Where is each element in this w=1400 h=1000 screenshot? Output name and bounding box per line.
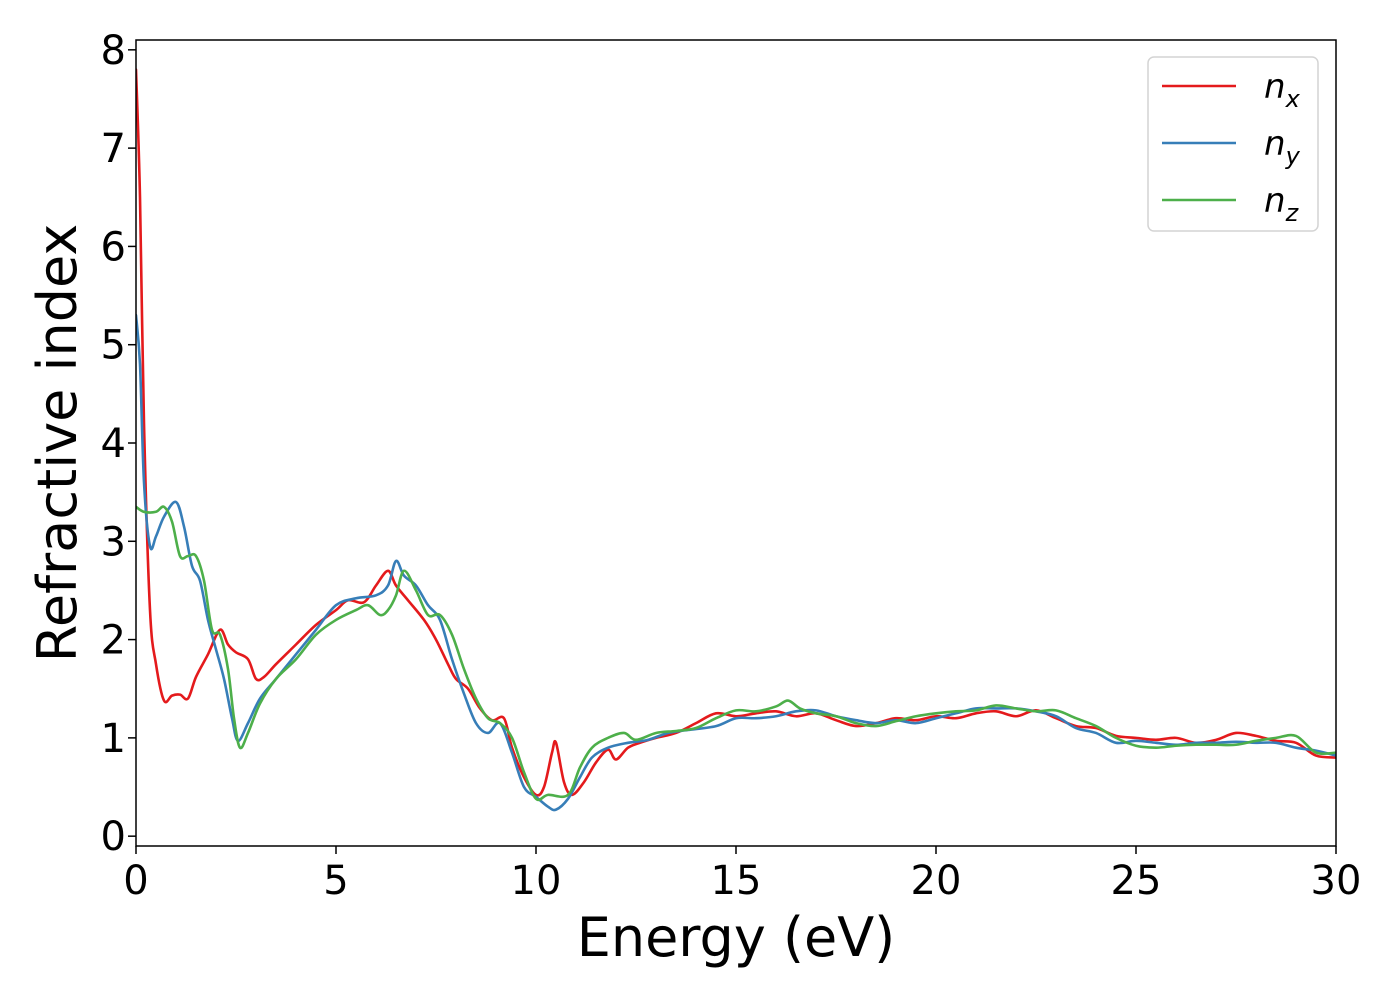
y-tick-label: 2 (101, 618, 126, 664)
legend-label-ny: ny (1264, 124, 1301, 170)
y-tick-label: 4 (101, 421, 126, 467)
series-line-nx (136, 68, 1336, 797)
legend-label-main: n (1264, 67, 1286, 107)
y-tick-label: 5 (101, 323, 126, 369)
y-tick-label: 0 (101, 814, 126, 860)
legend-label-subscript: y (1285, 142, 1301, 170)
y-tick-label: 3 (101, 519, 126, 565)
legend-label-subscript: x (1285, 85, 1301, 113)
y-tick-label: 7 (101, 126, 126, 172)
series-line-nz (136, 505, 1336, 802)
y-tick-label: 8 (101, 28, 126, 74)
x-tick-label: 20 (911, 858, 962, 904)
y-tick-label: 1 (101, 716, 126, 762)
legend-label-nx: nx (1264, 67, 1301, 113)
x-tick-label: 10 (511, 858, 562, 904)
x-axis: 0 5 10 15 20 25 30 (123, 846, 1361, 904)
legend-label-nz: nz (1264, 181, 1300, 227)
legend-label-main: n (1264, 124, 1286, 164)
x-tick-label: 25 (1111, 858, 1162, 904)
series-layer (136, 68, 1336, 812)
y-axis-title: Refractive index (26, 224, 89, 663)
legend-label-subscript: z (1285, 199, 1300, 227)
y-tick-label: 6 (101, 224, 126, 270)
y-axis: 0 1 2 3 4 5 6 7 8 (101, 28, 136, 860)
x-tick-label: 5 (323, 858, 348, 904)
x-axis-title: Energy (eV) (577, 906, 896, 969)
series-line-ny (136, 313, 1336, 812)
x-tick-label: 30 (1311, 858, 1362, 904)
x-tick-label: 15 (711, 858, 762, 904)
legend-label-main: n (1264, 181, 1286, 221)
x-tick-label: 0 (123, 858, 148, 904)
